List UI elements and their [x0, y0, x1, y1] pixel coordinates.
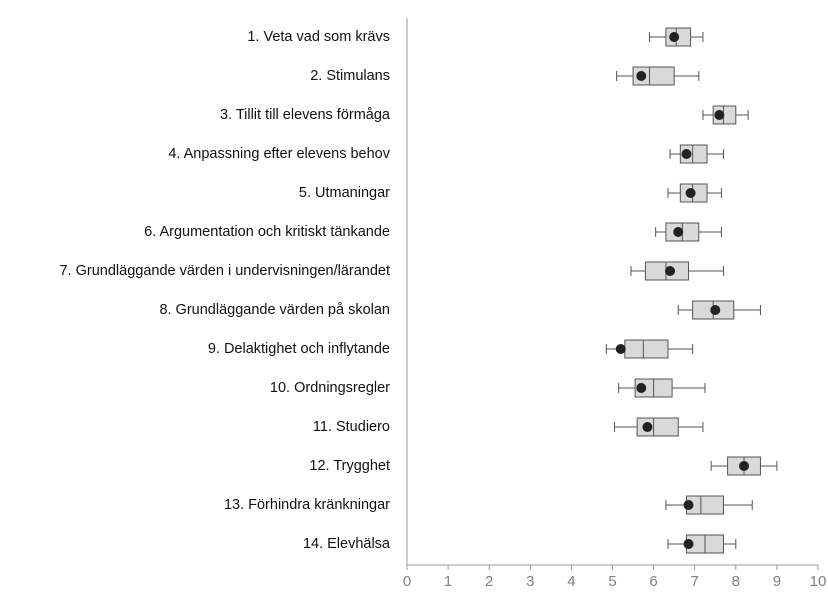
mean-dot — [665, 266, 676, 276]
mean-dot — [673, 227, 684, 237]
mean-dot — [683, 539, 694, 549]
mean-dot — [714, 110, 725, 120]
category-label: 7. Grundläggande värden i undervisningen… — [59, 263, 390, 279]
mean-dot — [636, 71, 647, 81]
mean-dot — [710, 305, 721, 315]
mean-dot — [669, 32, 680, 42]
category-label: 2. Stimulans — [310, 68, 390, 84]
x-tick-label: 1 — [444, 573, 452, 590]
x-tick-label: 2 — [485, 573, 493, 590]
category-label: 3. Tillit till elevens förmåga — [220, 107, 391, 123]
mean-dot — [642, 422, 653, 432]
x-tick-label: 7 — [691, 573, 699, 590]
category-label: 10. Ordningsregler — [270, 380, 390, 396]
category-label: 8. Grundläggande värden på skolan — [159, 302, 390, 318]
mean-dot — [685, 188, 696, 198]
category-label: 9. Delaktighet och inflytande — [208, 341, 390, 357]
x-tick-label: 3 — [526, 573, 534, 590]
category-label: 13. Förhindra kränkningar — [224, 497, 390, 513]
category-label: 11. Studiero — [313, 419, 390, 435]
category-label: 12. Trygghet — [309, 458, 390, 474]
box — [624, 339, 669, 359]
mean-dot — [615, 344, 626, 354]
category-label: 1. Veta vad som krävs — [247, 29, 390, 45]
x-tick-label: 5 — [608, 573, 616, 590]
mean-dot — [739, 461, 750, 471]
category-label: 6. Argumentation och kritiskt tänkande — [144, 224, 390, 240]
mean-dot — [636, 383, 647, 393]
category-label: 5. Utmaningar — [299, 185, 390, 201]
x-tick-label: 4 — [567, 573, 575, 590]
x-tick-label: 0 — [403, 573, 411, 590]
x-tick-label: 10 — [810, 573, 827, 590]
x-tick-label: 6 — [649, 573, 657, 590]
category-label: 4. Anpassning efter elevens behov — [168, 146, 390, 162]
mean-dot — [681, 149, 692, 159]
x-tick-label: 9 — [773, 573, 781, 590]
mean-dot — [683, 500, 694, 510]
category-label: 14. Elevhälsa — [303, 536, 391, 552]
x-tick-label: 8 — [732, 573, 740, 590]
